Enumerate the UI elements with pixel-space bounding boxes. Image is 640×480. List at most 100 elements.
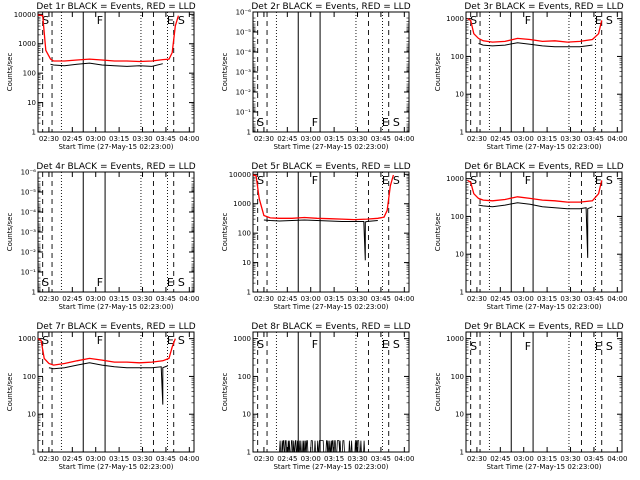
x-tick-label: 02:30 [467,455,487,463]
y-tick-label: 1000 [446,15,464,23]
phase-marker-f: F [97,334,103,347]
x-tick-label: 03:00 [301,295,321,303]
x-tick-label: 03:30 [347,295,367,303]
plot-frame [465,171,623,293]
phase-marker-s: S [178,334,185,347]
x-tick-label: 04:00 [179,135,199,143]
y-tick-label: 100 [23,70,36,78]
x-tick-label: 02:30 [254,135,274,143]
y-tick-label: 100 [23,373,36,381]
x-tick-label: 03:45 [371,295,391,303]
y-tick-label: 1 [460,289,464,297]
phase-marker-e: E [382,174,389,187]
panel-title: Det 9r BLACK = Events, RED = LLD [464,322,623,332]
panel-title: Det 4r BLACK = Events, RED = LLD [36,162,195,172]
phase-marker-s: S [606,14,613,27]
x-tick-label: 02:30 [39,135,59,143]
phase-marker-s: S [178,276,185,289]
phase-marker-f: F [525,174,531,187]
phase-marker-e: E [167,14,174,27]
phase-marker-s: S [393,116,400,129]
x-tick-label: 04:00 [179,455,199,463]
lld-series-line [37,338,176,366]
x-tick-label: 03:30 [132,295,152,303]
y-tick-label: 1000 [18,335,36,343]
phase-marker-s: S [42,276,49,289]
x-tick-label: 03:00 [301,135,321,143]
detector-panel-1: Det 1r BLACK = Events, RED = LLD 1 10 100 10… [6,2,199,151]
phase-marker-f: F [97,14,103,27]
phase-marker-s: S [606,174,613,187]
x-tick-label: 03:45 [584,135,604,143]
x-tick-label: 03:45 [156,135,176,143]
events-series-line [48,362,168,405]
phase-marker-s: S [257,338,264,351]
y-tick-label: 10⁻⁵ [21,189,37,197]
x-tick-label: 04:00 [179,295,199,303]
x-tick-label: 03:00 [514,295,534,303]
x-axis-label: Start Time (27-May-15 02:23:00) [273,143,388,151]
phase-marker-s: S [257,174,264,187]
y-tick-label: 100 [451,213,464,221]
phase-marker-s: S [606,340,613,353]
phase-marker-f: F [525,14,531,27]
panel-title: Det 5r BLACK = Events, RED = LLD [251,162,410,172]
x-tick-label: 04:00 [607,135,627,143]
y-tick-label: 1000 [446,335,464,343]
x-tick-label: 02:30 [254,455,274,463]
y-tick-label: 100 [451,53,464,61]
events-series-line [50,62,163,67]
x-tick-label: 03:30 [560,295,580,303]
phase-marker-s: S [393,174,400,187]
y-axis-label: Counts/sec [221,213,229,252]
detector-panel-6: Det 6r BLACK = Events, RED = LLD 1 10 100 10… [434,162,627,311]
x-axis-label: Start Time (27-May-15 02:23:00) [486,143,601,151]
x-tick-label: 04:00 [394,455,414,463]
x-tick-label: 02:45 [277,455,297,463]
x-tick-label: 03:30 [132,455,152,463]
y-tick-label: 10⁻¹ [236,109,252,117]
y-axis-label: Counts/sec [434,373,442,412]
phase-marker-s: S [393,338,400,351]
events-series-line [478,42,593,48]
detector-panel-2: Det 2r BLACK = Events, RED = LLD 1 10⁻¹ 10⁻… [221,2,414,151]
x-tick-label: 02:45 [62,135,82,143]
plot-frame [252,171,410,293]
phase-marker-f: F [97,276,103,289]
y-tick-label: 10⁻⁶ [21,169,37,177]
y-tick-label: 10 [27,99,36,107]
x-tick-label: 02:45 [62,455,82,463]
y-tick-label: 1000 [233,335,251,343]
y-tick-label: 100 [451,373,464,381]
x-tick-label: 03:15 [537,295,557,303]
x-axis-label: Start Time (27-May-15 02:23:00) [273,303,388,311]
x-tick-label: 02:45 [490,455,510,463]
y-tick-label: 10000 [14,11,36,19]
y-tick-label: 1 [32,289,36,297]
plot-frame [37,331,195,453]
y-axis-label: Counts/sec [434,213,442,252]
detector-panel-9: Det 9r BLACK = Events, RED = LLD 1 10 100 10… [434,322,627,471]
x-tick-label: 03:15 [537,455,557,463]
events-series-line [263,219,378,261]
x-tick-label: 02:45 [277,295,297,303]
y-axis-label: Counts/sec [6,53,14,92]
y-tick-label: 100 [238,373,251,381]
y-axis-label: Counts/sec [6,213,14,252]
phase-marker-e: E [382,338,389,351]
y-tick-label: 10⁻² [236,89,252,97]
y-tick-label: 10⁻⁶ [236,9,252,17]
y-axis-label: Counts/sec [221,53,229,92]
x-tick-label: 02:45 [490,135,510,143]
phase-marker-f: F [525,340,531,353]
phase-marker-e: E [595,14,602,27]
y-tick-label: 1 [460,129,464,137]
plot-frame [37,11,195,133]
x-tick-label: 03:30 [560,455,580,463]
phase-marker-s: S [470,14,477,27]
lld-series-line [252,174,395,221]
panel-title: Det 7r BLACK = Events, RED = LLD [36,322,195,332]
x-tick-label: 03:15 [537,135,557,143]
phase-marker-s: S [257,116,264,129]
x-tick-label: 04:00 [607,455,627,463]
